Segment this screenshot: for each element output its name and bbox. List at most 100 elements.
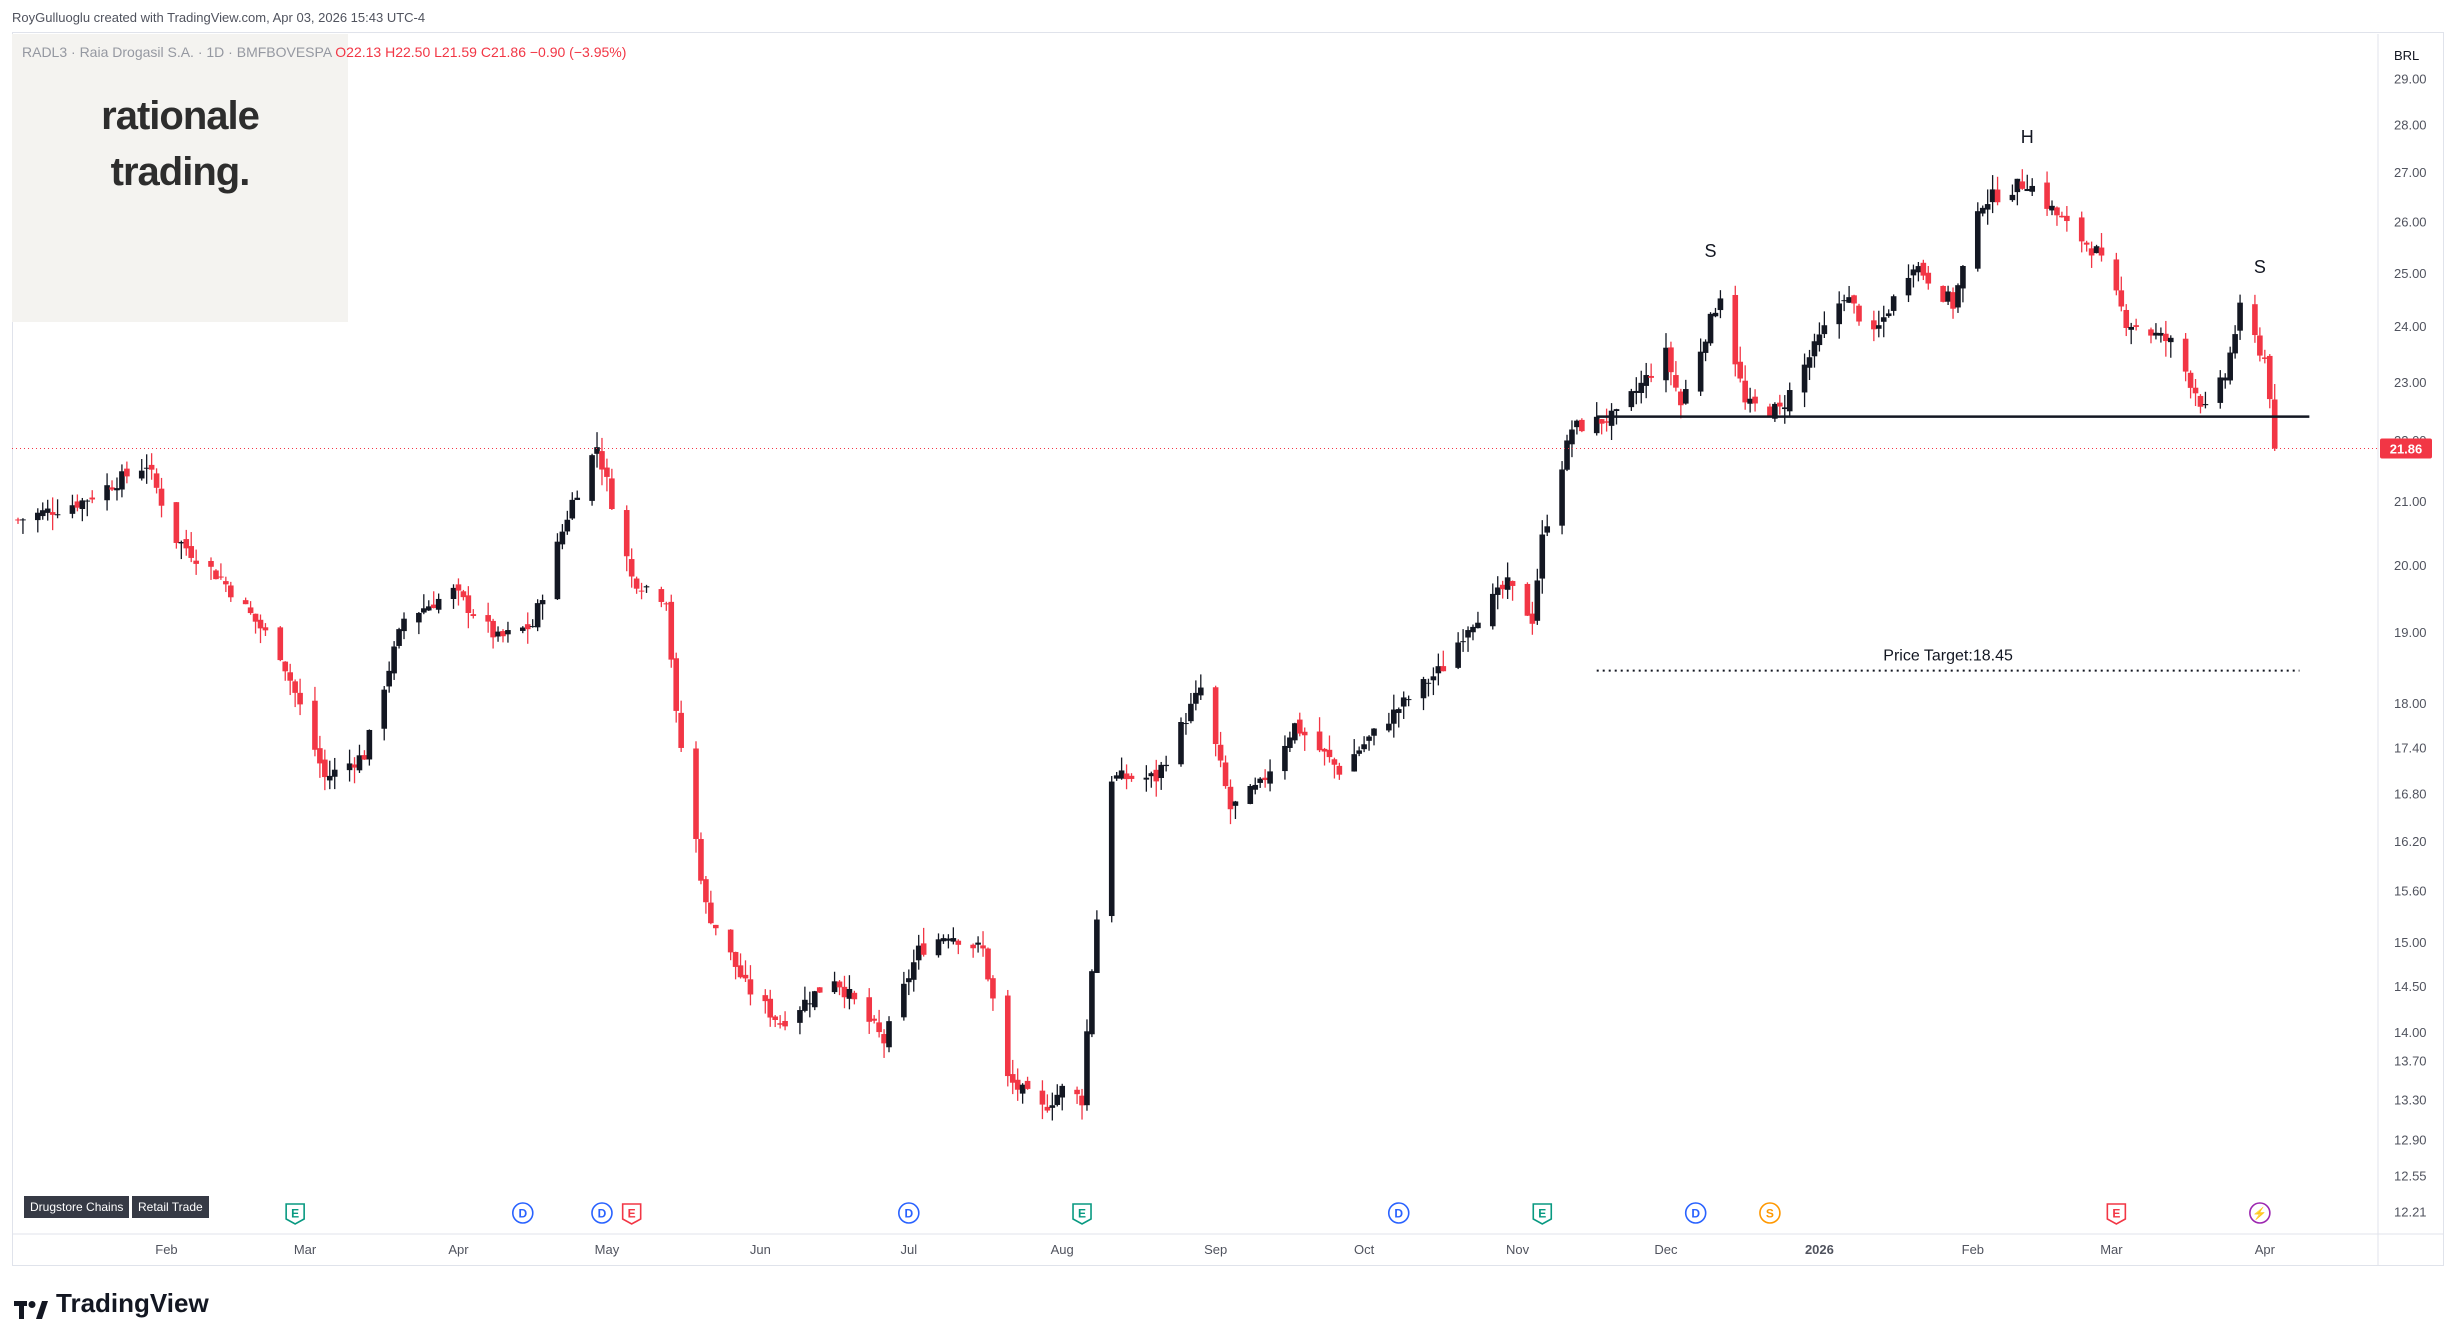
event-marker-label: S [1766, 1207, 1774, 1221]
candle-body [1405, 699, 1412, 701]
x-tick-label: May [595, 1242, 620, 1257]
y-tick-label: 25.00 [2394, 266, 2427, 281]
candle-body [2197, 395, 2204, 407]
candle-body [79, 500, 86, 510]
candle-body [188, 546, 195, 558]
pattern-label: H [2021, 127, 2034, 147]
candle-body [1499, 584, 1506, 590]
sector-tag[interactable]: Drugstore Chains [24, 1196, 130, 1218]
x-tick-label: Mar [2100, 1242, 2123, 1257]
pattern-label: S [2254, 257, 2266, 277]
candle-body [430, 604, 437, 608]
candle-body [2163, 333, 2169, 342]
candle-body [1544, 526, 1551, 533]
candle-body [2202, 404, 2209, 406]
candle-body [1356, 750, 1362, 754]
y-tick-label: 14.50 [2394, 979, 2427, 994]
candle-body [1648, 375, 1654, 378]
candle-body [1678, 391, 1684, 406]
y-tick-label: 28.00 [2394, 117, 2427, 132]
tradingview-logo[interactable]: TradingView [14, 1288, 209, 1319]
candle-body [2009, 194, 2016, 201]
candle-body [282, 661, 289, 672]
candle-body [1712, 312, 1719, 317]
candle-body [262, 627, 269, 631]
candle-body [346, 763, 353, 771]
event-marker-icon [2106, 1203, 2127, 1225]
candle-body [1326, 749, 1333, 758]
industry-tag[interactable]: Retail Trade [132, 1196, 209, 1218]
candle-body [886, 1021, 892, 1048]
y-tick-label: 16.20 [2394, 834, 2427, 849]
candle-body [124, 468, 130, 477]
candle-body [1856, 305, 1862, 322]
candle-body [1009, 1074, 1016, 1083]
candle-body [109, 487, 115, 490]
candle-body [2064, 215, 2070, 222]
candle-body [1821, 325, 1828, 335]
candle-body [277, 627, 284, 661]
candle-body [500, 631, 506, 637]
event-marker-icon [1387, 1202, 1410, 1224]
candle-body [782, 1020, 788, 1027]
candle-body [2093, 246, 2100, 254]
candle-body [247, 607, 254, 614]
candle-body [1984, 204, 1991, 210]
candle-body [1781, 407, 1788, 410]
candle-body [1628, 391, 1635, 408]
symbol-legend[interactable]: RADL3 · Raia Drogasil S.A. · 1D · BMFBOV… [22, 44, 626, 60]
candle-body [1945, 291, 1951, 302]
candle-body [322, 759, 328, 778]
x-tick-label: Apr [448, 1242, 469, 1257]
y-tick-label: 14.00 [2394, 1025, 2427, 1040]
candle-body [287, 672, 293, 681]
candle-body [138, 470, 145, 479]
candle-body [1504, 577, 1511, 590]
event-marker-icon [1072, 1203, 1092, 1225]
candle-body [20, 519, 26, 521]
candle-body [1732, 294, 1739, 365]
candle-body [15, 519, 21, 521]
y-tick-label: 17.40 [2394, 740, 2427, 755]
candle-body [1400, 697, 1407, 707]
candle-body [1321, 748, 1328, 752]
candle-body [178, 542, 185, 544]
candle-body [292, 681, 298, 693]
candle-body [1361, 744, 1367, 750]
x-tick-label: Nov [1506, 1242, 1530, 1257]
candle-body [559, 531, 566, 545]
y-tick-label: 26.00 [2394, 214, 2427, 229]
event-marker-label: E [2112, 1207, 2120, 1221]
candle-body [1430, 676, 1437, 681]
candle-body [2014, 178, 2021, 193]
candle-body [2266, 355, 2273, 400]
candle-body [1188, 703, 1194, 722]
candle-body [1920, 262, 1927, 276]
event-marker-label: E [291, 1207, 299, 1221]
candle-body [297, 692, 303, 705]
y-tick-label: 13.30 [2394, 1092, 2427, 1107]
candle-body [970, 944, 976, 949]
candle-body [1128, 775, 1135, 779]
candle-body [465, 595, 472, 613]
candle-body [1217, 744, 1224, 761]
candle-body [228, 585, 234, 598]
event-marker-icon [511, 1202, 534, 1224]
candle-body [1638, 382, 1645, 393]
candle-body [153, 473, 160, 488]
candle-body [1564, 440, 1570, 470]
candle-body [881, 1034, 887, 1044]
candle-body [1786, 390, 1793, 412]
candle-body [633, 578, 640, 589]
x-tick-label: 2026 [1805, 1242, 1834, 1257]
event-marker-icon [285, 1203, 305, 1225]
candle-body [1940, 285, 1946, 302]
candle-body [910, 962, 917, 980]
candle-body [391, 646, 397, 674]
candle-body [678, 712, 684, 748]
y-tick-label: 12.55 [2394, 1168, 2427, 1183]
candle-body [143, 467, 150, 469]
y-tick-label: 15.00 [2394, 935, 2427, 950]
y-tick-label: 18.00 [2394, 696, 2427, 711]
